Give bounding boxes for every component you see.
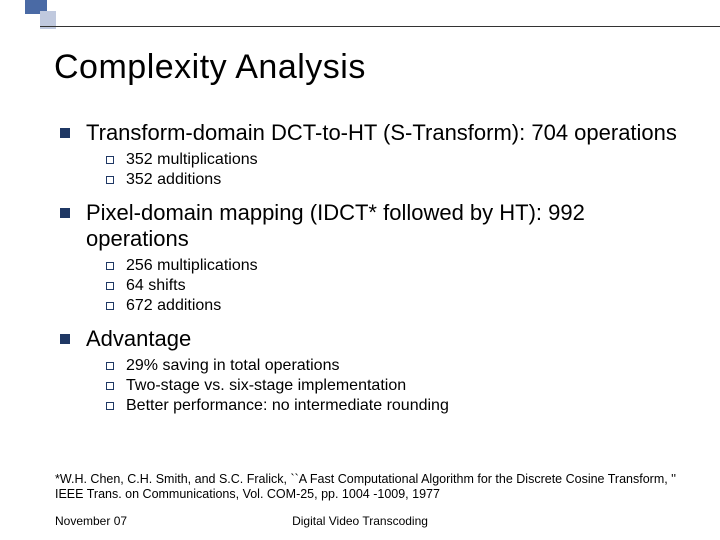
bullet-text: Pixel-domain mapping (IDCT* followed by … bbox=[86, 200, 680, 252]
bullet-level1: Transform-domain DCT-to-HT (S-Transform)… bbox=[60, 120, 680, 146]
bullet-level2: 352 multiplications bbox=[106, 150, 680, 170]
sub-bullet-text: Two-stage vs. six-stage implementation bbox=[126, 376, 406, 396]
slide: Complexity Analysis Transform-domain DCT… bbox=[0, 0, 720, 540]
footer-title: Digital Video Transcoding bbox=[0, 514, 720, 528]
bullet-level2: 672 additions bbox=[106, 296, 680, 316]
sub-bullet-text: 352 multiplications bbox=[126, 150, 258, 170]
sub-bullet-text: 352 additions bbox=[126, 170, 221, 190]
square-bullet-icon bbox=[60, 128, 70, 138]
header-decor bbox=[0, 0, 720, 30]
hollow-square-bullet-icon bbox=[106, 282, 114, 290]
hollow-square-bullet-icon bbox=[106, 176, 114, 184]
bullet-level2: Better performance: no intermediate roun… bbox=[106, 396, 680, 416]
sub-bullet-text: Better performance: no intermediate roun… bbox=[126, 396, 449, 416]
slide-body: Transform-domain DCT-to-HT (S-Transform)… bbox=[60, 110, 680, 420]
sub-bullet-text: 256 multiplications bbox=[126, 256, 258, 276]
bullet-level2: 64 shifts bbox=[106, 276, 680, 296]
slide-title: Complexity Analysis bbox=[54, 48, 366, 87]
sub-bullet-text: 64 shifts bbox=[126, 276, 186, 296]
footnote: *W.H. Chen, C.H. Smith, and S.C. Fralick… bbox=[55, 472, 680, 502]
hollow-square-bullet-icon bbox=[106, 156, 114, 164]
square-bullet-icon bbox=[60, 334, 70, 344]
sub-bullet-group: 256 multiplications 64 shifts 672 additi… bbox=[106, 256, 680, 316]
bullet-level1: Advantage bbox=[60, 326, 680, 352]
hollow-square-bullet-icon bbox=[106, 382, 114, 390]
sub-bullet-group: 352 multiplications 352 additions bbox=[106, 150, 680, 190]
bullet-level2: 256 multiplications bbox=[106, 256, 680, 276]
bullet-text: Transform-domain DCT-to-HT (S-Transform)… bbox=[86, 120, 677, 146]
sub-bullet-group: 29% saving in total operations Two-stage… bbox=[106, 356, 680, 416]
square-bullet-icon bbox=[60, 208, 70, 218]
hollow-square-bullet-icon bbox=[106, 362, 114, 370]
decor-line bbox=[40, 26, 720, 27]
hollow-square-bullet-icon bbox=[106, 402, 114, 410]
bullet-level2: 29% saving in total operations bbox=[106, 356, 680, 376]
sub-bullet-text: 672 additions bbox=[126, 296, 221, 316]
bullet-level1: Pixel-domain mapping (IDCT* followed by … bbox=[60, 200, 680, 252]
hollow-square-bullet-icon bbox=[106, 302, 114, 310]
bullet-level2: Two-stage vs. six-stage implementation bbox=[106, 376, 680, 396]
sub-bullet-text: 29% saving in total operations bbox=[126, 356, 339, 376]
bullet-level2: 352 additions bbox=[106, 170, 680, 190]
hollow-square-bullet-icon bbox=[106, 262, 114, 270]
bullet-text: Advantage bbox=[86, 326, 191, 352]
